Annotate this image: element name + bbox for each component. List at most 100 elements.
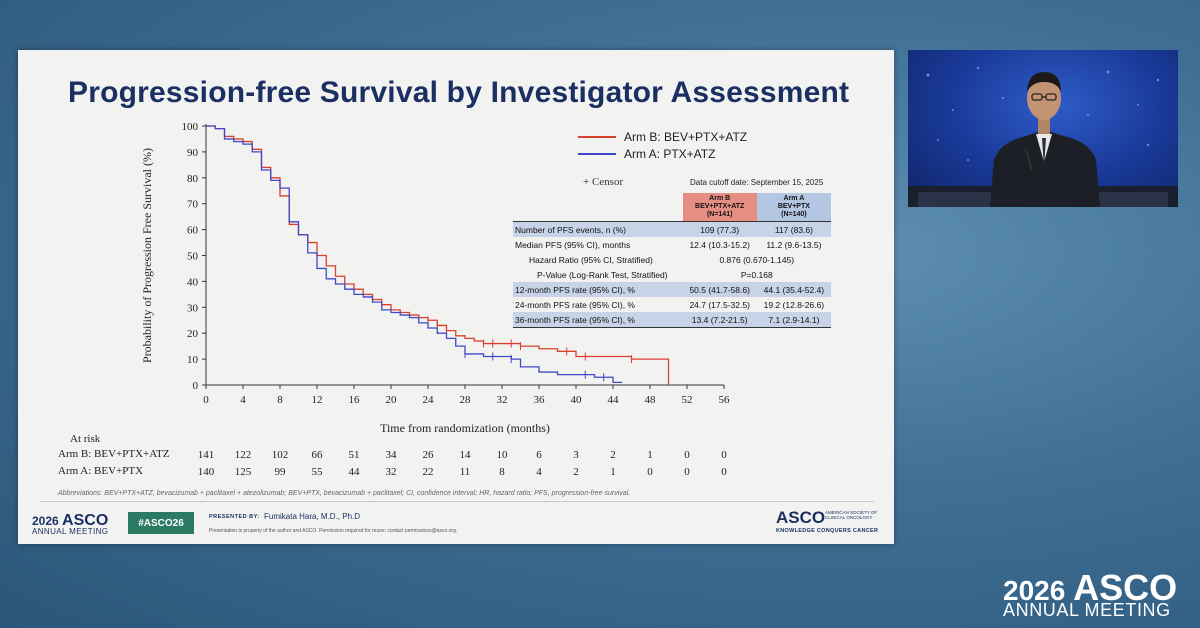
- x-tick-label: 56: [719, 394, 731, 406]
- stats-cell-combined: P=0.168: [740, 269, 773, 280]
- x-tick-label: 0: [203, 394, 209, 406]
- asco-logo: ASCO: [776, 508, 826, 527]
- stats-row-label: Number of PFS events, n (%): [513, 221, 683, 237]
- stage-brand: ASCO: [1073, 567, 1178, 608]
- x-tick-label: 52: [682, 394, 693, 406]
- at-risk-arm-b-count: 26: [423, 449, 435, 461]
- x-tick-label: 20: [386, 394, 398, 406]
- stats-cell-arm-a: 44.1 (35.4-52.4): [756, 282, 831, 297]
- x-tick-label: 48: [645, 394, 657, 406]
- at-risk-arm-a-count: 140: [198, 466, 215, 478]
- at-risk-arm-a-count: 44: [349, 466, 361, 478]
- stats-cell-arm-a: 117 (83.6): [756, 221, 831, 237]
- y-tick-label: 10: [187, 354, 199, 366]
- legend-item-arm-b: Arm B: BEV+PTX+ATZ: [578, 128, 747, 145]
- legend-item-arm-a: Arm A: PTX+ATZ: [578, 145, 747, 162]
- x-axis-title: Time from randomization (months): [380, 421, 550, 435]
- y-axis-title: Probability of Progression Free Survival…: [140, 148, 154, 363]
- y-tick-label: 60: [187, 225, 199, 237]
- stats-header-a-line2: BEV+PTX: [777, 203, 810, 210]
- y-tick-label: 100: [182, 121, 199, 133]
- x-tick-label: 4: [240, 394, 246, 406]
- presenter-name: Fumikata Hara, M.D., Ph.D: [264, 512, 361, 521]
- stats-row-label: Hazard Ratio (95% CI, Stratified): [529, 254, 653, 265]
- legend-line-arm-a: [578, 152, 616, 155]
- disclaimer-text: Presentation is property of the author a…: [209, 528, 458, 534]
- at-risk-arm-b-count: 51: [349, 449, 360, 461]
- at-risk-arm-b-count: 0: [721, 449, 727, 461]
- asco-logo-subtitle: AMERICAN SOCIETY OF CLINICAL ONCOLOGY: [825, 510, 878, 520]
- at-risk-arm-b-count: 2: [610, 449, 616, 461]
- stats-row-label: 36-month PFS rate (95% CI), %: [513, 312, 683, 328]
- stage-event: ANNUAL MEETING: [1003, 600, 1171, 620]
- slide-title: Progression-free Survival by Investigato…: [68, 76, 850, 109]
- x-tick-label: 40: [571, 394, 583, 406]
- stats-cell-arm-b: 13.4 (7.2-21.5): [682, 312, 757, 328]
- stats-cell-arm-b: 12.4 (10.3-15.2): [689, 239, 750, 250]
- stats-cell-arm-b: 109 (77.3): [682, 221, 757, 237]
- y-tick-label: 70: [187, 199, 199, 211]
- stats-header-arm-a: Arm A BEV+PTX (N=140): [756, 193, 831, 222]
- chart-curves: [206, 125, 670, 385]
- at-risk-arm-a-count: 32: [386, 466, 397, 478]
- at-risk-arm-a-count: 55: [312, 466, 324, 478]
- x-tick-label: 44: [608, 394, 620, 406]
- at-risk-arm-b-count: 14: [460, 449, 472, 461]
- at-risk-arm-a-count: 1: [610, 466, 616, 478]
- stats-header-b-line3: (N=141): [706, 211, 733, 218]
- y-tick-label: 50: [187, 251, 199, 263]
- stats-row: 36-month PFS rate (95% CI), % 13.4 (7.2-…: [513, 312, 831, 328]
- stats-cell-arm-a: 19.2 (12.8-26.6): [763, 299, 825, 310]
- at-risk-arm-b-count: 10: [497, 449, 509, 461]
- at-risk-arm-b-count: 34: [386, 449, 398, 461]
- at-risk-arm-a-count: 0: [684, 466, 690, 478]
- x-tick-label: 12: [312, 394, 323, 406]
- at-risk-arm-b-count: 3: [573, 449, 579, 461]
- at-risk-label-arm-a: Arm A: BEV+PTX: [58, 465, 144, 477]
- stats-header-a-line3: (N=140): [781, 211, 807, 218]
- stats-row: Median PFS (95% CI), months 12.4 (10.3-1…: [513, 237, 831, 252]
- stats-row: Hazard Ratio (95% CI, Stratified) 0.876 …: [513, 252, 831, 267]
- km-curve-arm-a: [206, 125, 623, 384]
- stats-row: P-Value (Log-Rank Test, Stratified) P=0.…: [513, 267, 831, 282]
- at-risk-arm-b-count: 0: [684, 449, 690, 461]
- chart-legend: Arm B: BEV+PTX+ATZ Arm A: PTX+ATZ: [578, 128, 747, 162]
- stats-row: 24-month PFS rate (95% CI), % 24.7 (17.5…: [513, 297, 831, 312]
- stats-row-label: Median PFS (95% CI), months: [515, 239, 631, 250]
- cutoff-date: Data cutoff date: September 15, 2025: [690, 178, 824, 187]
- stats-cell-arm-a: 11.2 (9.6-13.5): [766, 239, 822, 250]
- km-curve-arm-b: [206, 125, 670, 385]
- footer-divider: [40, 501, 874, 502]
- censor-legend: + Censor: [583, 176, 624, 188]
- stats-cell-arm-b: 50.5 (41.7-58.6): [682, 282, 757, 297]
- stats-cell-arm-b: 24.7 (17.5-32.5): [689, 299, 750, 310]
- footer-brand: ASCO: [62, 512, 109, 529]
- at-risk-arm-b-count: 66: [312, 449, 324, 461]
- stats-header-arm-b: Arm B BEV+PTX+ATZ (N=141): [682, 193, 757, 222]
- hashtag-badge: #ASCO26: [128, 512, 194, 534]
- at-risk-arm-b-count: 102: [272, 449, 289, 461]
- x-tick-label: 36: [534, 394, 546, 406]
- stats-table: Arm B BEV+PTX+ATZ (N=141) Arm A BEV+PTX …: [513, 193, 831, 328]
- stage-year: 2026: [1003, 575, 1066, 606]
- x-tick-label: 8: [277, 394, 283, 406]
- stats-row-label: P-Value (Log-Rank Test, Stratified): [537, 269, 668, 280]
- stats-row: Number of PFS events, n (%) 109 (77.3) 1…: [513, 221, 831, 237]
- at-risk-arm-b-count: 141: [198, 449, 215, 461]
- stats-header-blank: [513, 193, 683, 222]
- asco-tagline: KNOWLEDGE CONQUERS CANCER: [776, 528, 879, 534]
- stats-cell-combined: 0.876 (0.670-1.145): [719, 254, 795, 265]
- at-risk-arm-a-count: 125: [235, 466, 252, 478]
- abbreviations-note: Abbreviations: BEV+PTX+ATZ, bevacizumab …: [58, 490, 631, 497]
- at-risk-arm-a-count: 99: [275, 466, 287, 478]
- legend-label-arm-a: Arm A: PTX+ATZ: [624, 146, 716, 161]
- y-tick-label: 0: [193, 380, 199, 392]
- at-risk-arm-a-count: 4: [536, 466, 542, 478]
- stats-row-label: 12-month PFS rate (95% CI), %: [513, 282, 683, 297]
- x-tick-label: 24: [423, 394, 435, 406]
- stats-header-b-line1: Arm B: [709, 195, 731, 202]
- at-risk-arm-a-count: 11: [460, 466, 471, 478]
